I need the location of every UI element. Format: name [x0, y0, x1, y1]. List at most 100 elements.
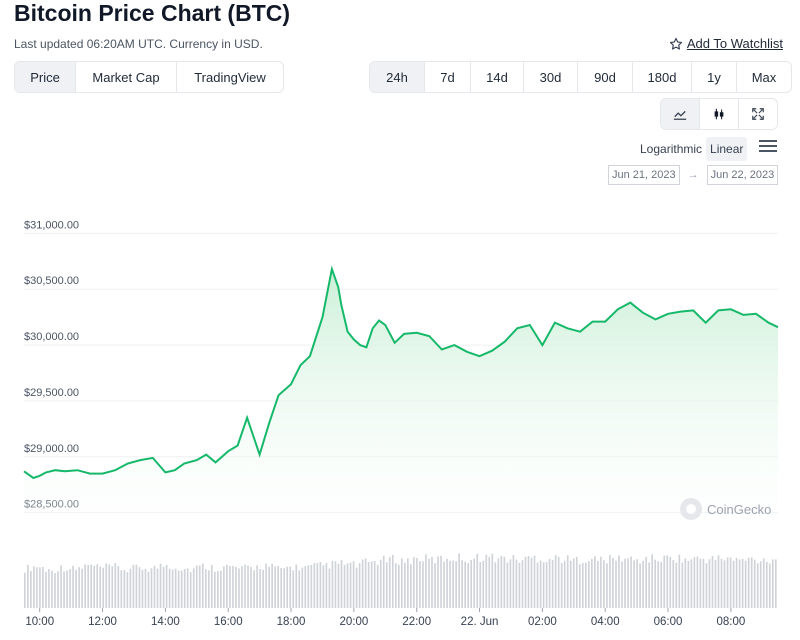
- volume-bar: [539, 560, 542, 608]
- volume-bar: [75, 569, 77, 608]
- range-180d[interactable]: 180d: [633, 62, 692, 92]
- volume-bar: [189, 572, 192, 608]
- volume-bar: [575, 556, 578, 608]
- last-updated-text: Last updated 06:20AM UTC. Currency in US…: [14, 37, 263, 51]
- volume-bar: [606, 563, 608, 608]
- tab-price[interactable]: Price: [15, 62, 76, 92]
- chart-menu-icon[interactable]: [759, 140, 777, 154]
- price-chart[interactable]: $28,500.00$29,000.00$29,500.00$30,000.00…: [0, 195, 800, 640]
- volume-bar: [717, 555, 720, 608]
- volume-bar: [467, 563, 470, 608]
- volume-bar: [39, 567, 41, 608]
- volume-bar: [597, 560, 599, 608]
- tab-market-cap[interactable]: Market Cap: [76, 62, 177, 92]
- add-to-watchlist-link[interactable]: Add To Watchlist: [669, 36, 783, 51]
- price-area: [24, 269, 778, 535]
- volume-bar: [587, 561, 590, 608]
- volume-bar: [768, 563, 771, 608]
- volume-bar: [27, 564, 29, 608]
- volume-bar: [361, 559, 364, 608]
- volume-bar: [440, 555, 442, 608]
- volume-bar: [388, 557, 391, 608]
- volume-bar: [464, 561, 466, 608]
- volume-bar: [759, 561, 762, 608]
- volume-bar: [729, 557, 732, 608]
- volume-bar: [138, 567, 141, 608]
- range-30d[interactable]: 30d: [524, 62, 578, 92]
- volume-bar: [283, 568, 286, 608]
- tab-tradingview[interactable]: TradingView: [194, 69, 266, 85]
- volume-bar: [437, 556, 439, 608]
- volume-bar: [618, 555, 620, 608]
- volume-bar: [93, 565, 96, 608]
- volume-bar: [63, 571, 65, 608]
- y-tick-label: $31,000.00: [24, 219, 79, 231]
- volume-bar: [48, 569, 50, 608]
- volume-bar: [397, 564, 400, 608]
- volume-bar: [210, 564, 213, 608]
- volume-bar: [217, 571, 219, 608]
- volume-bar: [207, 570, 210, 608]
- volume-bar: [521, 560, 524, 608]
- volume-bar: [741, 558, 744, 608]
- volume-bar: [223, 566, 225, 608]
- volume-bar: [162, 566, 165, 608]
- volume-bar: [621, 561, 623, 608]
- range-max[interactable]: Max: [751, 69, 777, 85]
- volume-bar: [563, 560, 566, 608]
- volume-bar: [292, 570, 295, 608]
- date-range: Jun 21, 2023 → Jun 22, 2023: [608, 165, 779, 185]
- volume-bar: [711, 556, 714, 608]
- volume-bar: [654, 559, 656, 608]
- volume-bar: [69, 568, 71, 608]
- volume-bar: [81, 568, 83, 608]
- volume-bar: [141, 569, 144, 608]
- scale-linear[interactable]: Linear: [706, 137, 748, 161]
- volume-bar: [126, 572, 129, 608]
- volume-bar: [482, 560, 485, 608]
- volume-bar: [404, 562, 406, 608]
- volume-bar: [753, 559, 756, 608]
- x-tick-label: 08:00: [716, 616, 745, 628]
- volume-bar: [533, 555, 536, 608]
- volume-bar: [250, 566, 252, 608]
- volume-bar: [431, 556, 433, 608]
- volume-bar: [666, 555, 669, 608]
- price-line: [23, 265, 779, 480]
- date-from-input[interactable]: Jun 21, 2023: [608, 165, 680, 185]
- range-90d[interactable]: 90d: [578, 62, 633, 92]
- candlestick-mode-button[interactable]: [700, 99, 739, 129]
- fullscreen-button[interactable]: [739, 99, 777, 129]
- volume-bar: [265, 563, 267, 608]
- line-mode-button[interactable]: [661, 99, 700, 129]
- volume-bar: [256, 565, 258, 608]
- volume-bar: [687, 560, 690, 608]
- date-to-input[interactable]: Jun 22, 2023: [706, 165, 779, 185]
- volume-bar: [425, 554, 427, 608]
- volume-bar: [434, 563, 436, 608]
- volume-bar: [578, 564, 581, 608]
- volume-bar: [566, 555, 569, 608]
- volume-bar: [536, 562, 539, 608]
- volume-bar: [572, 558, 575, 608]
- volume-bar: [657, 561, 660, 608]
- scale-logarithmic[interactable]: Logarithmic: [640, 142, 703, 156]
- volume-bar: [295, 564, 298, 608]
- volume-bar: [747, 557, 750, 608]
- range-14d[interactable]: 14d: [471, 62, 524, 92]
- volume-bar: [244, 564, 246, 608]
- volume-bar: [289, 566, 292, 608]
- volume-bar: [322, 565, 325, 608]
- volume-bar: [419, 561, 421, 608]
- volume-bar: [165, 564, 168, 608]
- volume-bar: [66, 570, 68, 608]
- range-7d[interactable]: 7d: [425, 62, 471, 92]
- volume-bar: [491, 553, 494, 608]
- volume-bar: [512, 555, 515, 608]
- range-24h[interactable]: 24h: [370, 62, 425, 92]
- volume-bar: [183, 568, 186, 608]
- volume-bar: [60, 565, 62, 608]
- volume-bar: [633, 560, 635, 608]
- range-1y[interactable]: 1y: [692, 62, 737, 92]
- volume-bar: [603, 560, 605, 608]
